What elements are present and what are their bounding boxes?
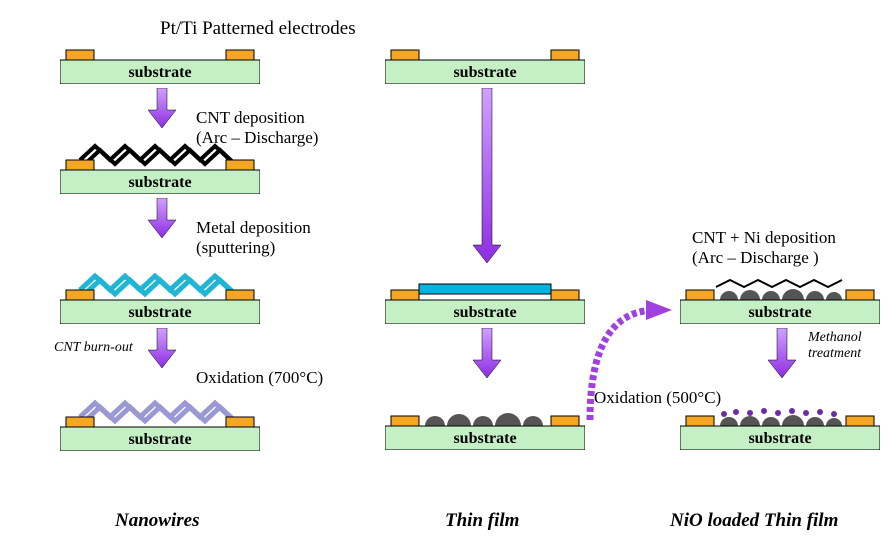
arrow (148, 198, 176, 238)
substrate-block: substrate (60, 48, 260, 84)
arrow (768, 328, 796, 378)
step-cnt-ni-1: CNT + Ni deposition (692, 228, 836, 248)
substrate-cnt-ni: substrate (680, 272, 880, 324)
arrow (148, 328, 176, 368)
substrate-block: substrate (385, 48, 585, 84)
col-thinfilm: Thin film (445, 510, 519, 532)
step-metal-dep-2: (sputtering) (196, 238, 275, 258)
title: Pt/Ti Patterned electrodes (160, 18, 356, 40)
step-metal-dep-1: Metal deposition (196, 218, 311, 238)
svg-text:substrate: substrate (748, 430, 811, 447)
svg-text:substrate: substrate (128, 174, 191, 191)
substrate-thinfilm: substrate (385, 278, 585, 324)
svg-text:substrate: substrate (453, 304, 516, 321)
svg-text:substrate: substrate (128, 304, 191, 321)
substrate-oxidized: substrate (60, 395, 260, 451)
arrow-long (473, 88, 501, 263)
step-cnt-dep-1: CNT deposition (196, 108, 305, 128)
substrate-metal: substrate (60, 268, 260, 324)
svg-text:substrate: substrate (748, 304, 811, 321)
substrate-nio: substrate (680, 398, 880, 450)
arrow (148, 88, 176, 128)
substrate-particles: substrate (385, 398, 585, 450)
substrate-cnt: substrate (60, 138, 260, 194)
svg-text:substrate: substrate (453, 430, 516, 447)
svg-text:substrate: substrate (128, 431, 191, 448)
cnt-burnout: CNT burn-out (54, 340, 133, 356)
step-cnt-ni-2: (Arc – Discharge ) (692, 248, 819, 268)
svg-text:substrate: substrate (128, 64, 191, 81)
col-nanowires: Nanowires (115, 510, 199, 532)
svg-text:substrate: substrate (453, 64, 516, 81)
arrow (473, 328, 501, 378)
col-nio: NiO loaded Thin film (670, 510, 838, 532)
methanol-1: Methanol (808, 330, 862, 346)
step-oxid700: Oxidation (700°C) (196, 368, 323, 388)
methanol-2: treatment (808, 346, 861, 362)
